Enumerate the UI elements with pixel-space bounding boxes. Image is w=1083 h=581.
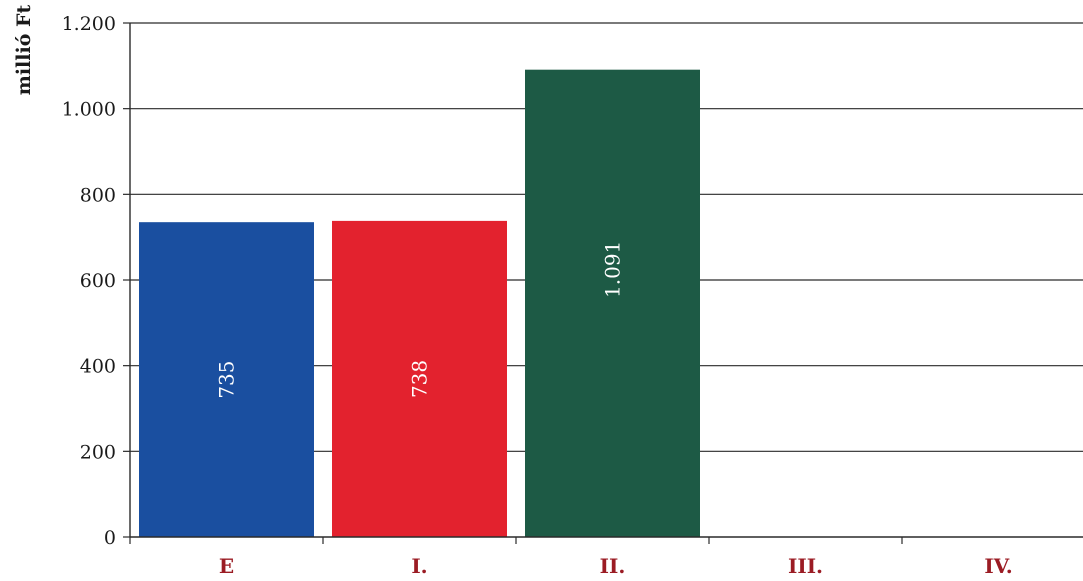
x-category-label: I. [411,554,427,578]
bar-value-label: 738 [408,360,432,398]
y-tick-label: 200 [80,441,116,463]
bar [139,222,314,538]
x-category-label: E [219,554,234,578]
y-tick-label: 600 [80,270,116,292]
x-category-labels: E I. II. III. IV. [219,554,1013,578]
bar-value-label: 1.091 [601,241,625,298]
y-tick-labels: 0 200 400 600 800 1.000 1.200 [62,13,116,549]
y-tick-label: 1.200 [62,13,116,35]
x-category-label: III. [788,554,823,578]
y-tick-label: 0 [104,527,116,549]
y-tick-label: 800 [80,184,116,206]
x-category-label: II. [600,554,626,578]
bar-value-labels: 735 738 1.091 [215,241,625,399]
x-category-label: IV. [984,554,1012,578]
y-tick-label: 400 [80,356,116,378]
bar [525,69,700,538]
bar [332,220,507,537]
bars [139,69,700,538]
bar-value-label: 735 [215,360,239,398]
y-axis-label: millió Ft [13,5,35,96]
axes [123,22,1083,544]
y-tick-label: 1.000 [62,99,116,121]
